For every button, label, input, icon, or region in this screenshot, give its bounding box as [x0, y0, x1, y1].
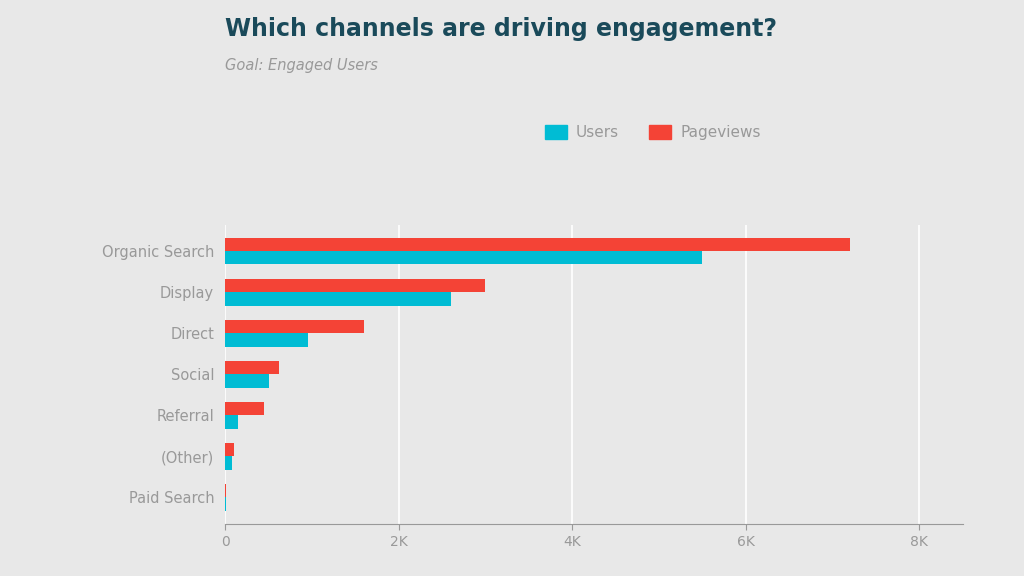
Text: Which channels are driving engagement?: Which channels are driving engagement? — [225, 17, 777, 41]
Bar — [225, 415, 239, 429]
Bar — [225, 320, 365, 334]
Bar — [225, 334, 307, 347]
Bar — [225, 251, 702, 264]
Bar — [225, 279, 485, 293]
Bar — [225, 293, 451, 305]
Bar — [225, 374, 268, 388]
Legend: Users, Pageviews: Users, Pageviews — [540, 119, 767, 146]
Bar — [225, 402, 264, 415]
Bar — [225, 456, 232, 469]
Bar — [225, 444, 233, 456]
Bar — [225, 238, 850, 251]
Text: Goal: Engaged Users: Goal: Engaged Users — [225, 58, 378, 73]
Bar — [225, 361, 280, 374]
